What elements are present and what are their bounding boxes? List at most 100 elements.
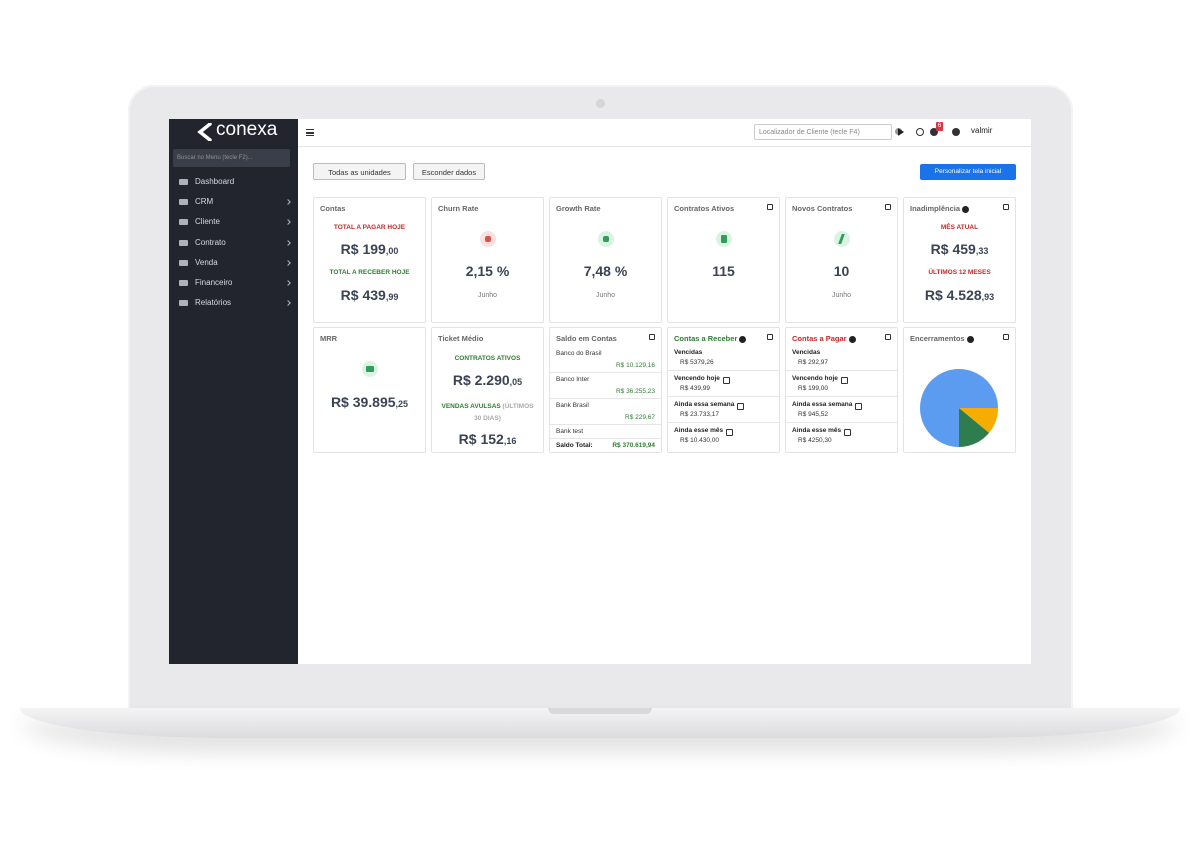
amount-main: R$ 199: [340, 241, 386, 257]
external-link[interactable]: [1003, 334, 1009, 340]
user-menu[interactable]: valmir: [971, 126, 993, 135]
icon: [716, 231, 732, 247]
card-title: Contas a Pagar: [792, 334, 856, 343]
item-value: R$ 5379,26: [680, 359, 714, 366]
amount: R$ 152,16: [432, 431, 543, 447]
amount-main: R$ 4.528: [924, 287, 982, 303]
period: Junho: [831, 292, 852, 299]
card-growth: Growth Rate 7,48 % Junho: [549, 197, 662, 323]
item-value: R$ 23.733,17: [680, 411, 720, 418]
item-value: R$ 10.430,00: [680, 437, 720, 444]
pie-chart: [920, 369, 998, 447]
amount-main: R$ 152: [458, 431, 504, 447]
title-text: Contas a Receber: [674, 334, 738, 343]
external-link[interactable]: [1003, 204, 1009, 210]
menu-icon: [179, 259, 188, 266]
external-link[interactable]: [844, 429, 851, 436]
hide-data-button[interactable]: Esconder dados: [413, 163, 485, 180]
menu-toggle[interactable]: [306, 129, 314, 136]
external-link[interactable]: [885, 204, 891, 210]
card-title: Saldo em Contas: [556, 334, 617, 343]
account-balance: R$ 229,67: [625, 414, 655, 421]
menu-icon: [179, 199, 188, 206]
client-search[interactable]: Localizador de Cliente (tecle F4): [754, 124, 892, 140]
menu-label: Dashboard: [195, 177, 235, 186]
row-divider: [550, 372, 661, 373]
card-title: Contas a Receber: [674, 334, 747, 343]
pie-slice[interactable]: [959, 408, 990, 447]
amount-cents: ,33: [975, 246, 989, 256]
settings-icon[interactable]: [952, 128, 960, 136]
row-divider: [668, 370, 779, 371]
help-icon[interactable]: [966, 335, 974, 343]
customize-button[interactable]: Personalizar tela inicial: [920, 164, 1016, 180]
notifications-icon[interactable]: [930, 128, 938, 136]
amount-cents: ,16: [503, 436, 517, 446]
notification-badge: 6: [936, 122, 943, 131]
item-label: Vencendo hoje: [674, 375, 720, 382]
units-dropdown[interactable]: Todas as unidades: [313, 163, 406, 180]
brand-name: conexa: [216, 119, 278, 140]
label: MÊS ATUAL: [940, 224, 979, 231]
icon: [362, 361, 378, 377]
pie-slice[interactable]: [959, 408, 998, 433]
help-icon[interactable]: [739, 335, 747, 343]
total-row: Saldo Total: R$ 370.619,94: [550, 438, 661, 452]
label-text: VENDAS AVULSAS: [441, 403, 501, 410]
menu-item[interactable]: Financeiro: [169, 273, 298, 293]
menu-search[interactable]: Buscar no Menu (tecle F2)...: [173, 149, 290, 167]
item-value: R$ 439,99: [680, 385, 710, 392]
chevron: [285, 280, 291, 286]
menu-item[interactable]: Dashboard: [169, 172, 298, 192]
card-default: Inadimplência MÊS ATUAL R$ 459,33 ÚLTIMO…: [903, 197, 1016, 323]
value: 7,48 %: [583, 263, 628, 279]
menu-item[interactable]: Relatórios: [169, 293, 298, 313]
brand-logo: [197, 123, 212, 141]
menu-item[interactable]: Cliente: [169, 212, 298, 232]
help-icon[interactable]: [962, 205, 970, 213]
icon: [834, 231, 850, 247]
camera: [596, 99, 605, 108]
menu-item[interactable]: Venda: [169, 253, 298, 273]
share-icon[interactable]: [898, 128, 904, 136]
label: VENDAS AVULSAS (ÚLTIMOS 30 DIAS): [432, 401, 543, 425]
menu-label: Relatórios: [195, 298, 232, 308]
external-link[interactable]: [726, 429, 733, 436]
card-payable: Contas a Pagar Vencidas R$ 292,97 Vencendo…: [785, 327, 898, 453]
external-link[interactable]: [723, 377, 730, 384]
row-divider: [786, 396, 897, 397]
amount-main: R$ 459: [930, 241, 976, 257]
icon: [598, 231, 614, 247]
help-icon[interactable]: [848, 335, 856, 343]
account-balance: R$ 10.129,16: [615, 362, 655, 369]
external-link[interactable]: [767, 334, 773, 340]
row-divider: [550, 424, 661, 425]
menu-item[interactable]: CRM: [169, 192, 298, 212]
external-link[interactable]: [841, 377, 848, 384]
status-icon[interactable]: [916, 128, 924, 136]
amount: R$ 2.290,05: [432, 372, 543, 388]
label: TOTAL A RECEBER HOJE: [329, 269, 410, 276]
external-link[interactable]: [737, 403, 744, 410]
account-name: Banco Inter: [556, 376, 590, 383]
card-title: Growth Rate: [556, 204, 601, 213]
icon-glyph: [721, 235, 727, 243]
account-balance: R$ 36.255,23: [615, 388, 655, 395]
card-receivable: Contas a Receber Vencidas R$ 5379,26 Vence…: [667, 327, 780, 453]
external-link[interactable]: [767, 204, 773, 210]
external-link[interactable]: [885, 334, 891, 340]
menu-item[interactable]: Contrato: [169, 233, 298, 253]
menu-label: Contrato: [195, 237, 226, 247]
external-link[interactable]: [855, 403, 862, 410]
amount: R$ 439,99: [314, 287, 425, 303]
amount: R$ 4.528,93: [904, 287, 1015, 303]
external-link[interactable]: [649, 334, 655, 340]
menu-label: Financeiro: [195, 278, 233, 287]
card-ticket: Ticket Médio CONTRATOS ATIVOS R$ 2.290,0…: [431, 327, 544, 453]
amount-main: R$ 439: [340, 287, 386, 303]
menu-icon: [179, 300, 188, 307]
title-text: Inadimplência: [910, 204, 961, 213]
item-label: Vencidas: [792, 349, 821, 356]
icon-glyph: [485, 236, 491, 242]
icon-glyph: [603, 236, 609, 242]
